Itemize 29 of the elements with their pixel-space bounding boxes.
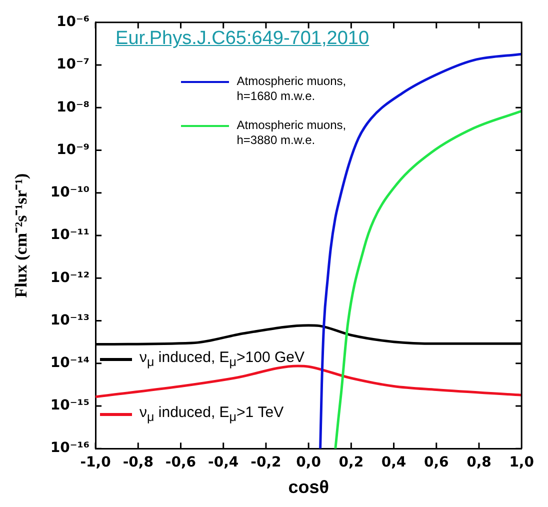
x-tick-label: 0,6 (424, 454, 449, 471)
x-tick-label: 0,8 (466, 454, 492, 471)
legend-label: Atmospheric muons, h=3880 m.w.e. (236, 118, 347, 148)
x-tick-label: -1,0 (80, 454, 112, 471)
x-tick-label: -0,4 (208, 454, 239, 471)
y-tick-label: 10⁻¹¹ (50, 227, 90, 244)
x-tick-label: -0,2 (250, 454, 282, 471)
x-tick-label: 0,4 (381, 454, 406, 471)
y-tick-label: 10⁻⁸ (56, 99, 90, 116)
x-tick-label: 0,2 (338, 454, 364, 471)
x-tick-label: -0,8 (122, 454, 154, 471)
y-tick-label: 10⁻¹⁵ (50, 398, 90, 414)
y-tick-label: 10⁻¹⁶ (50, 440, 90, 456)
y-tick-label: 10⁻⁶ (56, 14, 90, 30)
y-axis-title: Flux (cm⁻²s⁻¹sr⁻¹) (12, 173, 31, 298)
y-tick-label: 10⁻⁷ (56, 56, 90, 73)
legend-label: Atmospheric muons, h=1680 m.w.e. (236, 74, 347, 104)
legend-label: ν$_{μ}$ induced, E$_{μ}$>100 GeV (140, 349, 304, 371)
x-tick-label: 1,0 (509, 454, 534, 471)
x-tick-label: -0,6 (165, 454, 196, 471)
y-tick-label: 10⁻⁹ (56, 142, 90, 158)
y-tick-label: 10⁻¹⁴ (50, 355, 90, 371)
x-axis-title: cosθ (288, 477, 329, 498)
y-tick-label: 10⁻¹³ (50, 312, 90, 328)
x-tick-label: 0,0 (296, 454, 322, 471)
annotation: Eur.Phys.J.C65:649-701,2010 (116, 28, 370, 50)
y-tick-label: 10⁻¹⁰ (50, 184, 90, 201)
legend-label: ν$_{μ}$ induced, E$_{μ}$>1 TeV (140, 404, 284, 426)
y-tick-label: 10⁻¹² (50, 270, 90, 286)
